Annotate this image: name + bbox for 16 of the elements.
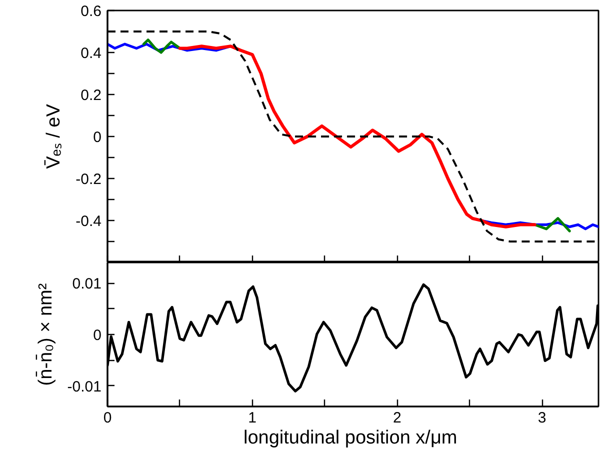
y-tick-label: -0.4 — [76, 213, 102, 230]
y-tick-label: 0.01 — [72, 276, 102, 293]
x-axis-title: longitudinal position x/μm — [243, 428, 458, 448]
x-tick-label: 3 — [538, 410, 546, 426]
y-axis-title: V̄ₑₛ / eV — [44, 104, 65, 169]
y-tick-label: -0.01 — [67, 378, 102, 396]
y-tick-label: -0.2 — [76, 171, 102, 188]
y-tick-label: 0.2 — [80, 87, 102, 104]
y-tick-label: 0.6 — [80, 3, 102, 20]
y-axis-title: (n̄-n̄₀) × nm² — [35, 283, 56, 386]
y-tick-label: 0 — [93, 327, 102, 344]
x-tick-label: 2 — [393, 410, 402, 426]
line-series — [178, 44, 536, 228]
y-tick-label: 0.4 — [80, 45, 102, 62]
y-tick-label: 0 — [93, 129, 102, 146]
x-tick-label: 1 — [248, 410, 257, 426]
